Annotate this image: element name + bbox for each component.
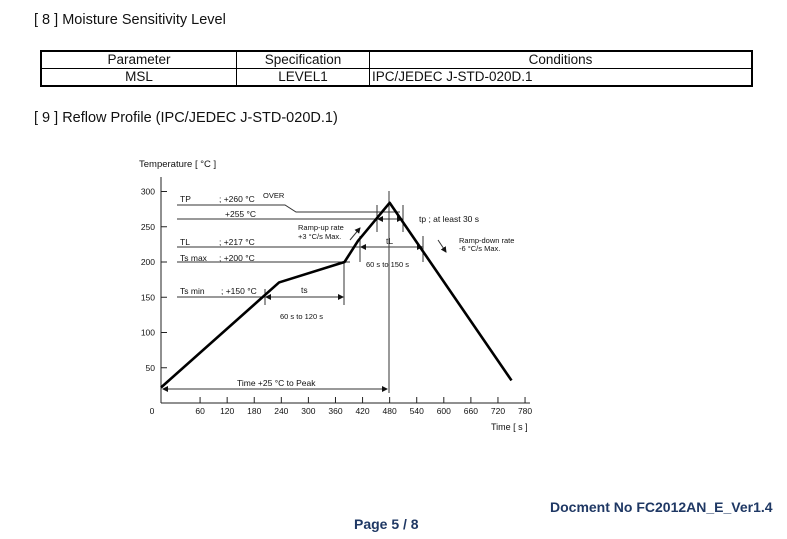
- tsmin-value: ; +150 °C: [221, 286, 257, 296]
- table-header-row: Parameter Specification Conditions: [40, 50, 753, 69]
- ts-range: 60 s to 120 s: [280, 312, 323, 321]
- tp-line: [177, 204, 400, 213]
- t255-label: +255 °C: [225, 209, 256, 219]
- tp-value: ; +260 °C: [219, 194, 255, 204]
- tp-over: OVER: [263, 191, 285, 200]
- x-tick-label: 600: [437, 406, 451, 416]
- x-tick-label: 780: [518, 406, 532, 416]
- y-tick-label: 150: [141, 292, 155, 302]
- x-tick-label: 720: [491, 406, 505, 416]
- x-tick-label: 60: [195, 406, 205, 416]
- tsmin-label: Ts min: [180, 286, 205, 296]
- x-tick-label: 0: [150, 406, 155, 416]
- x-tick-label: 120: [220, 406, 234, 416]
- tl-value: ; +217 °C: [219, 237, 255, 247]
- x-axis-label: Time [ s ]: [491, 422, 528, 432]
- tL-range: 60 s to 150 s: [366, 260, 409, 269]
- x-tick-label: 480: [383, 406, 397, 416]
- ramp-up-label: Ramp-up rate: [298, 223, 344, 232]
- y-tick-label: 100: [141, 328, 155, 338]
- y-tick-label: 50: [146, 363, 156, 373]
- section-8-title: [ 8 ] Moisture Sensitivity Level: [34, 12, 226, 28]
- x-tick-label: 300: [301, 406, 315, 416]
- x-tick-label: 240: [274, 406, 288, 416]
- tL-label: tL: [386, 236, 393, 246]
- msl-table: Parameter Specification Conditions MSL L…: [40, 50, 753, 87]
- x-tick-label: 540: [410, 406, 424, 416]
- cell-conditions: IPC/JEDEC J-STD-020D.1: [369, 68, 753, 87]
- tp-label: TP: [180, 194, 191, 204]
- tsmax-value: ; +200 °C: [219, 253, 255, 263]
- ramp-down-value: -6 °C/s Max.: [459, 244, 500, 253]
- x-tick-label: 660: [464, 406, 478, 416]
- tsmax-label: Ts max: [180, 253, 208, 263]
- x-tick-label: 180: [247, 406, 261, 416]
- x-tick-label: 420: [355, 406, 369, 416]
- cell-specification: LEVEL1: [236, 68, 370, 87]
- tl-label: TL: [180, 237, 190, 247]
- document-number: Docment No FC2012AN_E_Ver1.4: [550, 499, 773, 515]
- ramp-down-label: Ramp-down rate: [459, 236, 514, 245]
- table-row: MSL LEVEL1 IPC/JEDEC J-STD-020D.1: [40, 68, 753, 87]
- y-tick-label: 200: [141, 257, 155, 267]
- ramp-up-value: +3 °C/s Max.: [298, 232, 341, 241]
- y-tick-label: 300: [141, 187, 155, 197]
- y-axis-label: Temperature [ °C ]: [139, 159, 216, 170]
- tp-time-label: tp ; at least 30 s: [419, 214, 479, 224]
- ramp-up-arrow: [349, 227, 361, 241]
- page-number: Page 5 / 8: [354, 516, 419, 532]
- ts-label: ts: [301, 285, 308, 295]
- section-9-title: [ 9 ] Reflow Profile (IPC/JEDEC J-STD-02…: [34, 110, 338, 126]
- x-tick-label: 360: [328, 406, 342, 416]
- reflow-curve: [160, 201, 513, 389]
- y-tick-label: 250: [141, 222, 155, 232]
- ramp-down-arrow: [437, 239, 447, 253]
- time-to-peak-label: Time +25 °C to Peak: [237, 378, 316, 388]
